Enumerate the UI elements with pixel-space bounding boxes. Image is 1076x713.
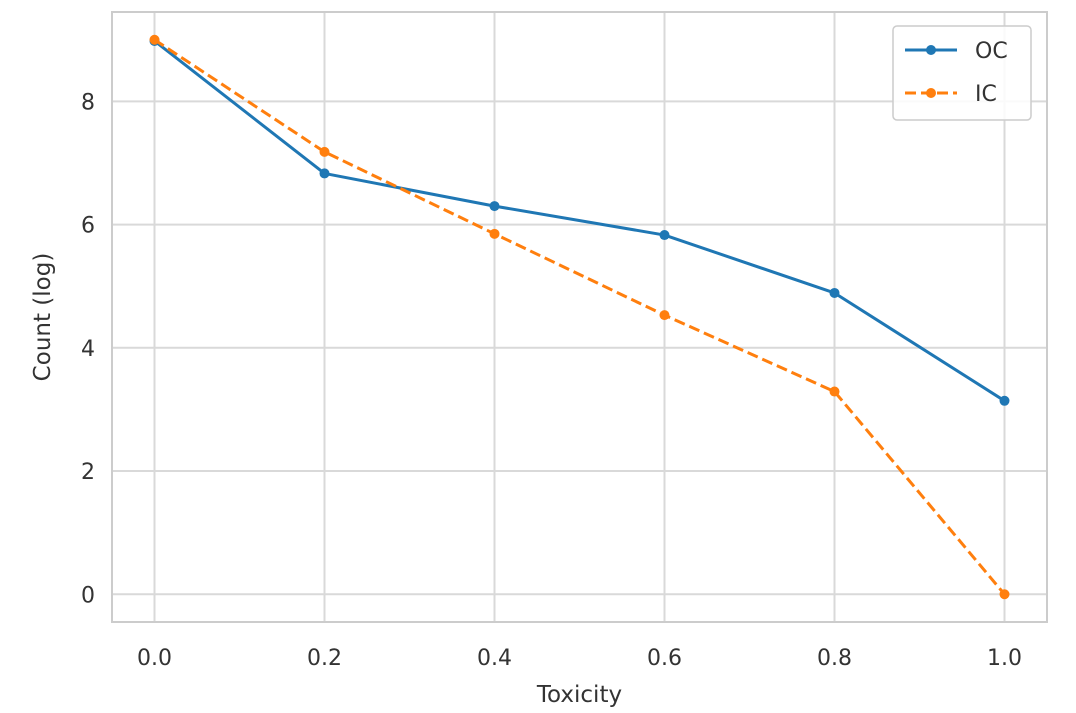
data-point (659, 310, 670, 321)
x-tick-label: 0.0 (137, 646, 172, 671)
series-group (149, 34, 1010, 600)
legend-marker (926, 45, 936, 55)
y-tick-label: 6 (81, 214, 95, 239)
x-tick-label: 0.2 (307, 646, 342, 671)
legend: OC IC (892, 25, 1032, 121)
x-axis-label: Toxicity (536, 682, 622, 708)
data-point (999, 589, 1010, 600)
data-point (999, 395, 1010, 406)
legend-label: OC (975, 39, 1008, 64)
legend-item-oc: OC (905, 39, 1008, 64)
y-axis-label: Count (log) (30, 253, 56, 382)
data-point (659, 230, 670, 241)
x-tick-label: 0.6 (647, 646, 682, 671)
series-line (153, 38, 1006, 596)
legend-marker (926, 88, 936, 98)
data-point (319, 146, 330, 157)
legend-label: IC (975, 82, 997, 107)
data-point (489, 228, 500, 239)
legend-box (892, 25, 1032, 121)
y-tick-label: 2 (81, 460, 95, 485)
series-oc (149, 35, 1010, 406)
plot-frame (111, 11, 1048, 623)
y-tick-label: 0 (81, 583, 95, 608)
x-tick-label: 1.0 (987, 646, 1022, 671)
data-point (829, 386, 840, 397)
data-point (489, 201, 500, 212)
y-axis-ticks: 0 2 4 6 8 (81, 90, 95, 608)
data-point (149, 34, 160, 45)
data-point (319, 168, 330, 179)
legend-item-ic: IC (905, 82, 997, 107)
x-tick-label: 0.8 (817, 646, 852, 671)
data-point (829, 287, 840, 298)
series-ic (149, 34, 1010, 600)
x-axis-ticks: 0.0 0.2 0.4 0.6 0.8 1.0 (137, 646, 1022, 671)
y-tick-label: 8 (81, 90, 95, 115)
series-line (153, 39, 1006, 403)
x-tick-label: 0.4 (477, 646, 512, 671)
y-tick-label: 4 (81, 337, 95, 362)
